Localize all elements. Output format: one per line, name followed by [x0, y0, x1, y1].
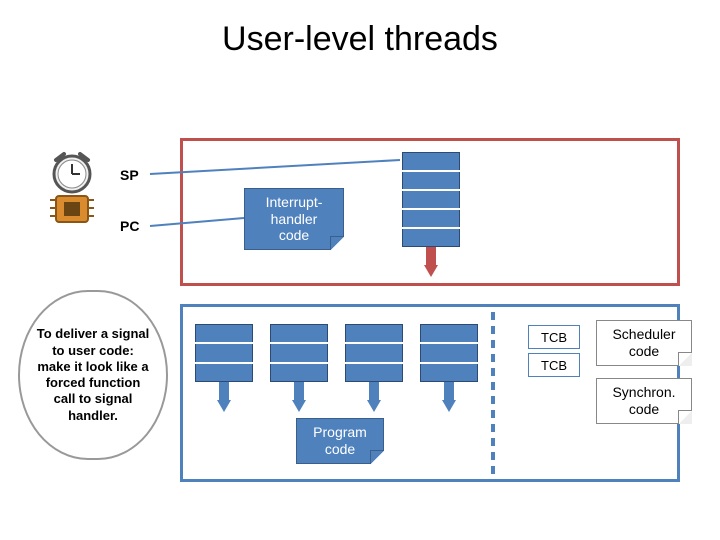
scheduler-code-label: Scheduler code — [612, 326, 675, 360]
stack-grow-arrow — [292, 400, 306, 412]
stack-grow-arrow — [367, 400, 381, 412]
stack — [402, 152, 460, 247]
signal-callout: To deliver a signal to user code: make i… — [18, 290, 168, 460]
signal-callout-text: To deliver a signal to user code: make i… — [34, 326, 152, 424]
tcb-box: TCB — [528, 353, 580, 377]
stack — [270, 324, 328, 382]
stack-grow-arrow — [217, 400, 231, 412]
stack — [420, 324, 478, 382]
sp-label: SP — [120, 167, 139, 183]
pc-label: PC — [120, 218, 139, 234]
interrupt-handler-label: Interrupt- handler code — [266, 194, 323, 244]
stack — [345, 324, 403, 382]
page-title: User-level threads — [0, 20, 720, 59]
tcb-box: TCB — [528, 325, 580, 349]
program-code-note: Program code — [296, 418, 384, 464]
synchron-code-note: Synchron. code — [596, 378, 692, 424]
scheduler-code-note: Scheduler code — [596, 320, 692, 366]
clock-cpu-icon — [42, 150, 102, 230]
stack-grow-arrow — [424, 265, 438, 277]
program-code-label: Program code — [313, 424, 367, 458]
stack — [195, 324, 253, 382]
interrupt-handler-note: Interrupt- handler code — [244, 188, 344, 250]
stack-grow-arrow — [442, 400, 456, 412]
synchron-code-label: Synchron. code — [612, 384, 675, 418]
